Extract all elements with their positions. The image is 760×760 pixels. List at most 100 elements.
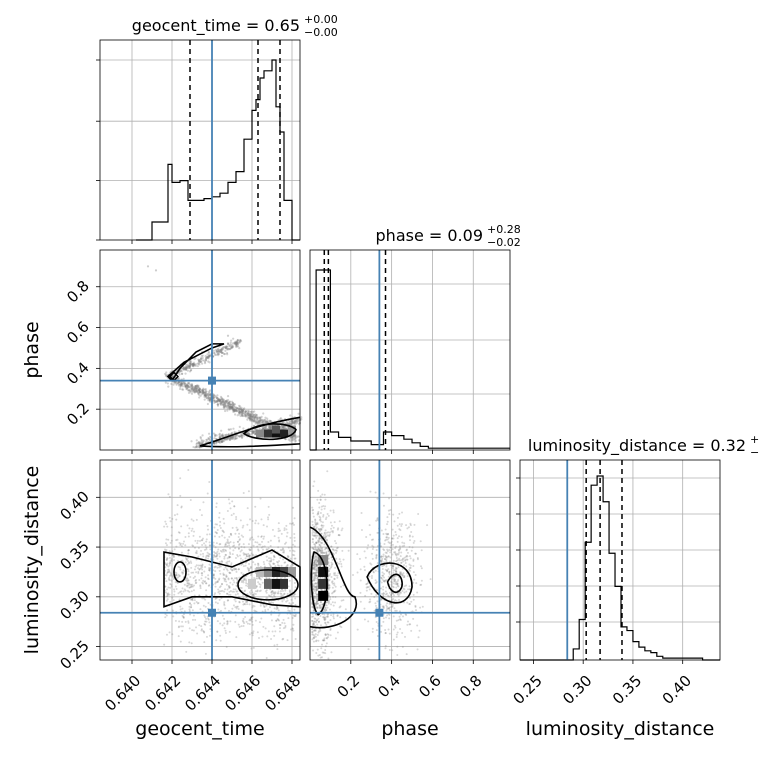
- scatter-point: [319, 495, 322, 498]
- scatter-point: [222, 351, 225, 355]
- scatter-point: [227, 405, 230, 408]
- scatter-point: [186, 585, 189, 588]
- scatter-point: [277, 614, 280, 617]
- title-luminosity-distance-sub: −0.01: [750, 446, 760, 459]
- scatter-point: [420, 583, 423, 586]
- scatter-point: [311, 630, 314, 633]
- scatter-point: [207, 555, 210, 558]
- scatter-point: [189, 613, 192, 616]
- scatter-point: [185, 558, 188, 561]
- scatter-point: [179, 369, 182, 373]
- scatter-point: [234, 409, 238, 412]
- scatter-point: [250, 432, 253, 435]
- scatter-point: [177, 384, 181, 387]
- scatter-point: [200, 354, 203, 358]
- scatter-point: [205, 396, 208, 399]
- scatter-point: [235, 515, 238, 518]
- scatter-point: [204, 355, 207, 358]
- scatter-point: [320, 551, 323, 554]
- scatter-point: [391, 565, 394, 568]
- scatter-point: [247, 433, 251, 436]
- scatter-point: [240, 412, 243, 415]
- scatter-point: [246, 555, 249, 558]
- scatter-point: [174, 585, 177, 588]
- scatter-point: [214, 433, 217, 436]
- scatter-point: [375, 580, 378, 583]
- scatter-point: [191, 364, 194, 368]
- y-tick-label-phase: 0.6: [63, 318, 93, 348]
- scatter-point: [168, 579, 171, 582]
- scatter-point: [324, 633, 327, 636]
- scatter-point: [241, 600, 244, 603]
- scatter-point: [395, 586, 398, 589]
- scatter-point: [254, 432, 257, 435]
- scatter-point: [219, 401, 222, 404]
- scatter-point: [199, 360, 202, 363]
- scatter-point: [170, 572, 173, 575]
- scatter-point: [228, 438, 231, 441]
- scatter-point: [394, 575, 397, 578]
- scatter-point: [387, 532, 390, 535]
- scatter-point: [227, 433, 230, 436]
- scatter-point: [175, 574, 178, 577]
- scatter-point: [392, 565, 395, 568]
- scatter-point: [233, 408, 236, 412]
- scatter-point: [206, 533, 209, 536]
- scatter-point: [206, 438, 209, 441]
- x-tick-label-luminosity-distance: 0.35: [609, 672, 645, 708]
- scatter-point: [180, 384, 183, 387]
- scatter-point: [201, 581, 204, 584]
- scatter-point: [203, 390, 206, 394]
- scatter-point: [282, 426, 285, 429]
- scatter-point: [332, 553, 335, 556]
- scatter-point: [213, 437, 216, 440]
- scatter-point: [228, 541, 231, 544]
- scatter-point: [207, 436, 210, 440]
- scatter-point: [220, 351, 224, 354]
- scatter-point: [396, 584, 399, 587]
- scatter-point: [312, 567, 315, 570]
- scatter-point: [221, 434, 224, 437]
- scatter-point: [222, 346, 225, 349]
- scatter-point: [238, 410, 241, 414]
- scatter-point: [248, 419, 252, 422]
- injection-marker: [375, 608, 384, 617]
- scatter-point: [232, 590, 235, 593]
- scatter-point: [242, 609, 245, 612]
- scatter-point: [323, 618, 326, 621]
- scatter-point: [359, 579, 362, 582]
- scatter-point: [414, 604, 417, 607]
- x-tick-label-luminosity-distance: 0.30: [559, 672, 595, 708]
- scatter-point: [288, 602, 291, 605]
- scatter-point: [315, 564, 318, 567]
- scatter-point: [184, 366, 187, 370]
- scatter-point: [234, 593, 237, 596]
- scatter-point: [264, 418, 267, 421]
- scatter-point: [397, 619, 400, 622]
- scatter-point: [317, 631, 320, 634]
- scatter-point: [375, 620, 378, 623]
- scatter-point: [395, 557, 398, 560]
- scatter-point: [400, 551, 403, 554]
- scatter-point: [223, 403, 226, 406]
- scatter-point: [195, 581, 198, 584]
- scatter-point: [252, 553, 255, 556]
- scatter-point: [325, 531, 328, 534]
- scatter-point: [311, 602, 314, 605]
- scatter-point: [249, 592, 252, 595]
- scatter-point: [238, 341, 241, 344]
- scatter-point: [335, 557, 338, 560]
- scatter-point: [322, 514, 325, 517]
- scatter-point: [175, 382, 178, 385]
- scatter-point: [386, 516, 389, 519]
- scatter-point: [179, 494, 182, 497]
- scatter-point: [199, 360, 202, 363]
- scatter-point: [214, 592, 217, 595]
- scatter-point: [172, 381, 176, 384]
- scatter-point: [204, 358, 208, 361]
- scatter-point: [228, 438, 231, 441]
- scatter-point: [319, 549, 322, 552]
- scatter-point: [324, 533, 327, 536]
- scatter-point: [206, 394, 210, 397]
- scatter-point: [291, 435, 294, 439]
